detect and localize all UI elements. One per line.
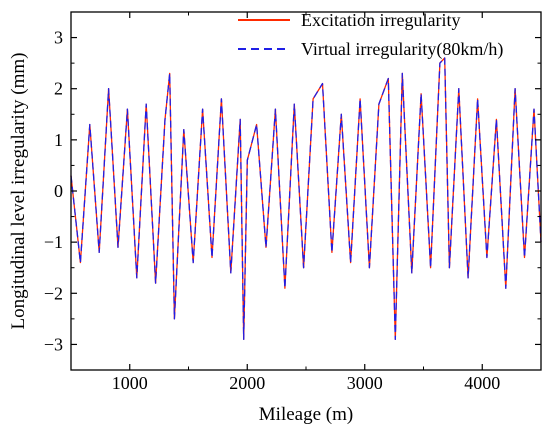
series-line-virtual: [70, 57, 542, 340]
series-line-excitation: [70, 57, 542, 340]
tick-labels-layer: 1000 2000 3000 4000 −3 −2 −1 0 1 2 3: [44, 28, 500, 393]
x-tick-label: 2000: [229, 373, 265, 393]
y-tick-label: −3: [44, 334, 63, 354]
y-tick-label: 0: [54, 181, 63, 201]
y-tick-label: 3: [54, 28, 63, 48]
x-tick-label: 3000: [347, 373, 383, 393]
legend-label-virtual: Virtual irregularity(80km/h): [301, 39, 503, 60]
x-tick-label: 1000: [112, 373, 148, 393]
y-tick-label: −1: [44, 232, 63, 252]
legend-label-excitation: Excitation irregularity: [301, 10, 460, 30]
x-axis-title: Mileage (m): [259, 404, 353, 425]
series-layer: [70, 57, 542, 340]
legend: Excitation irregularity Virtual irregula…: [238, 10, 503, 60]
y-axis-title: Longitudinal level irregularity (mm): [8, 52, 29, 329]
ticks-layer: [71, 12, 541, 370]
y-tick-label: 2: [54, 79, 63, 99]
y-tick-label: 1: [54, 130, 63, 150]
y-tick-label: −2: [44, 283, 63, 303]
x-tick-label: 4000: [464, 373, 500, 393]
